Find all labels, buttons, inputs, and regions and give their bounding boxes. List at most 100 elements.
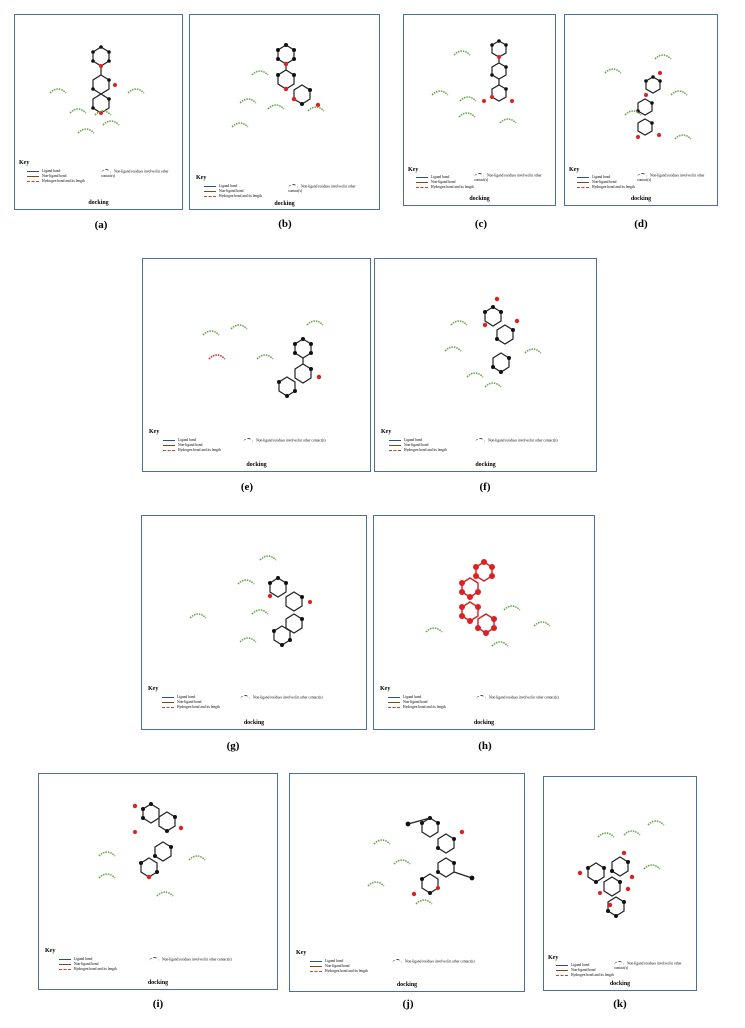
caption-c: (c) bbox=[474, 218, 488, 230]
legend-hbond: Hydrogen bond and its length bbox=[59, 967, 117, 971]
interaction-diagram bbox=[577, 820, 665, 918]
legend-nonbonded: Non-ligand residues involved in other co… bbox=[475, 438, 585, 443]
legend-nonbonded: Non-ligand residues involved in other co… bbox=[474, 173, 542, 182]
legend-nonbonded: Non-ligand residues involved in other co… bbox=[614, 961, 682, 970]
caption-a: (a) bbox=[94, 219, 108, 231]
legend-nonbonded: Non-ligand residues involved in other co… bbox=[476, 695, 584, 700]
legend-nonligand-bond: Non-ligand bond bbox=[27, 174, 66, 178]
legend-title: Key bbox=[196, 175, 207, 181]
legend-ligand-bond: Ligand bond bbox=[577, 175, 610, 179]
legend-ligand-bond: Ligand bond bbox=[388, 695, 421, 699]
legend-hbond: Hydrogen bond and its length bbox=[310, 969, 368, 973]
interaction-diagram bbox=[444, 296, 542, 388]
legend-nonbonded: Non-ligand residues involved in other co… bbox=[392, 959, 514, 964]
caption-j: (j) bbox=[402, 998, 414, 1010]
legend-nonligand-bond: Non-ligand bond bbox=[389, 443, 428, 447]
caption-e: (e) bbox=[240, 481, 254, 493]
docking-label: docking bbox=[630, 196, 652, 202]
caption-h: (h) bbox=[478, 740, 492, 752]
caption-g: (g) bbox=[226, 740, 240, 752]
legend: Key Ligand bond Non-ligand bond Hydrogen… bbox=[149, 429, 367, 459]
legend: Key Ligand bond Non-ligand bond Hydrogen… bbox=[381, 429, 593, 459]
caption-k: (k) bbox=[613, 998, 627, 1010]
legend: Key Ligand bond Non-ligand bond Hydrogen… bbox=[296, 950, 520, 980]
docking-label: docking bbox=[396, 982, 418, 988]
legend-hbond: Hydrogen bond and its length bbox=[204, 194, 262, 198]
legend-hbond: Hydrogen bond and its length bbox=[389, 448, 447, 452]
legend: Key Ligand bond Non-ligand bond Hydrogen… bbox=[19, 160, 179, 200]
legend-title: Key bbox=[408, 167, 419, 173]
docking-label: docking bbox=[473, 720, 495, 726]
legend-nonligand-bond: Non-ligand bond bbox=[556, 968, 595, 972]
panel-f: Key Ligand bond Non-ligand bond Hydrogen… bbox=[374, 258, 597, 472]
panel-e: Key Ligand bond Non-ligand bond Hydrogen… bbox=[142, 258, 371, 472]
legend-ligand-bond: Ligand bond bbox=[59, 957, 92, 961]
docking-label: docking bbox=[609, 981, 631, 987]
legend-ligand-bond: Ligand bond bbox=[27, 169, 60, 173]
panel-i: Key Ligand bond Non-ligand bond Hydrogen… bbox=[38, 773, 278, 990]
legend-hbond: Hydrogen bond and its length bbox=[163, 448, 221, 452]
legend-nonligand-bond: Non-ligand bond bbox=[310, 964, 349, 968]
legend-nonligand-bond: Non-ligand bond bbox=[59, 962, 98, 966]
panel-g: Key Ligand bond Non-ligand bond Hydrogen… bbox=[141, 515, 367, 730]
interaction-diagram bbox=[604, 54, 692, 140]
legend-nonbonded: Non-ligand residues involved in other co… bbox=[149, 957, 267, 962]
legend-nonbonded: Non-ligand residues involved in other co… bbox=[101, 169, 169, 178]
legend-hbond: Hydrogen bond and its length bbox=[556, 973, 614, 977]
panel-h: Key Ligand bond Non-ligand bond Hydrogen… bbox=[373, 515, 595, 730]
legend: Key Ligand bond Non-ligand bond Hydrogen… bbox=[569, 167, 715, 197]
legend-nonligand-bond: Non-ligand bond bbox=[162, 700, 201, 704]
interaction-diagram bbox=[425, 559, 551, 647]
legend-title: Key bbox=[45, 948, 56, 954]
panel-b: Key Ligand bond Non-ligand bond Hydrogen… bbox=[189, 14, 380, 210]
docking-label: docking bbox=[88, 200, 109, 206]
panel-d: Key Ligand bond Non-ligand bond Hydrogen… bbox=[564, 14, 718, 206]
interaction-diagram bbox=[367, 816, 475, 905]
legend: Key Ligand bond Non-ligand bond Hydrogen… bbox=[148, 686, 362, 716]
legend-nonligand-bond: Non-ligand bond bbox=[388, 700, 427, 704]
panel-j: Key Ligand bond Non-ligand bond Hydrogen… bbox=[289, 773, 525, 992]
docking-label: docking bbox=[147, 980, 169, 986]
legend-ligand-bond: Ligand bond bbox=[162, 695, 195, 699]
legend-title: Key bbox=[19, 160, 30, 166]
legend-title: Key bbox=[548, 955, 559, 961]
legend-title: Key bbox=[380, 686, 391, 692]
legend-hbond: Hydrogen bond and its length bbox=[388, 705, 446, 709]
legend-title: Key bbox=[149, 429, 160, 435]
panel-c: Key Ligand bond Non-ligand bond Hydrogen… bbox=[403, 14, 556, 206]
panel-k: Key Ligand bond Non-ligand bond Hydrogen… bbox=[543, 776, 697, 991]
legend-hbond: Hydrogen bond and its length bbox=[577, 185, 635, 189]
docking-label: docking bbox=[243, 720, 265, 726]
docking-label: docking bbox=[246, 462, 267, 468]
caption-i: (i) bbox=[152, 998, 164, 1010]
docking-label: docking bbox=[274, 201, 295, 207]
panel-a: Key Ligand bond Non-ligand bond Hydrogen… bbox=[14, 14, 183, 210]
legend-nonbonded: Non-ligand residues involved in other co… bbox=[240, 695, 352, 700]
legend-ligand-bond: Ligand bond bbox=[163, 438, 196, 442]
legend-ligand-bond: Ligand bond bbox=[310, 959, 343, 963]
legend-nonbonded: Non-ligand residues involved in other co… bbox=[243, 438, 353, 443]
interaction-diagram bbox=[231, 43, 325, 128]
docking-label: docking bbox=[469, 196, 490, 202]
legend-ligand-bond: Ligand bond bbox=[389, 438, 422, 442]
docking-label: docking bbox=[475, 462, 496, 468]
interaction-diagram bbox=[49, 45, 145, 134]
interaction-diagram bbox=[98, 802, 206, 897]
interaction-diagram bbox=[431, 39, 517, 124]
legend-title: Key bbox=[381, 429, 392, 435]
legend-title: Key bbox=[148, 686, 159, 692]
legend-nonligand-bond: Non-ligand bond bbox=[163, 443, 202, 447]
legend: Key Ligand bond Non-ligand bond Hydrogen… bbox=[548, 955, 694, 983]
legend-title: Key bbox=[296, 950, 307, 956]
legend-title: Key bbox=[569, 167, 580, 173]
interaction-diagram bbox=[189, 555, 312, 647]
legend-ligand-bond: Ligand bond bbox=[416, 175, 449, 179]
caption-f: (f) bbox=[479, 481, 491, 493]
interaction-diagram bbox=[202, 320, 324, 398]
caption-b: (b) bbox=[278, 218, 292, 230]
legend-nonligand-bond: Non-ligand bond bbox=[416, 180, 455, 184]
legend-nonligand-bond: Non-ligand bond bbox=[577, 180, 616, 184]
legend-hbond: Hydrogen bond and its length bbox=[416, 185, 474, 189]
legend-nonbonded: Non-ligand residues involved in other co… bbox=[637, 173, 705, 182]
legend-ligand-bond: Ligand bond bbox=[204, 184, 237, 188]
